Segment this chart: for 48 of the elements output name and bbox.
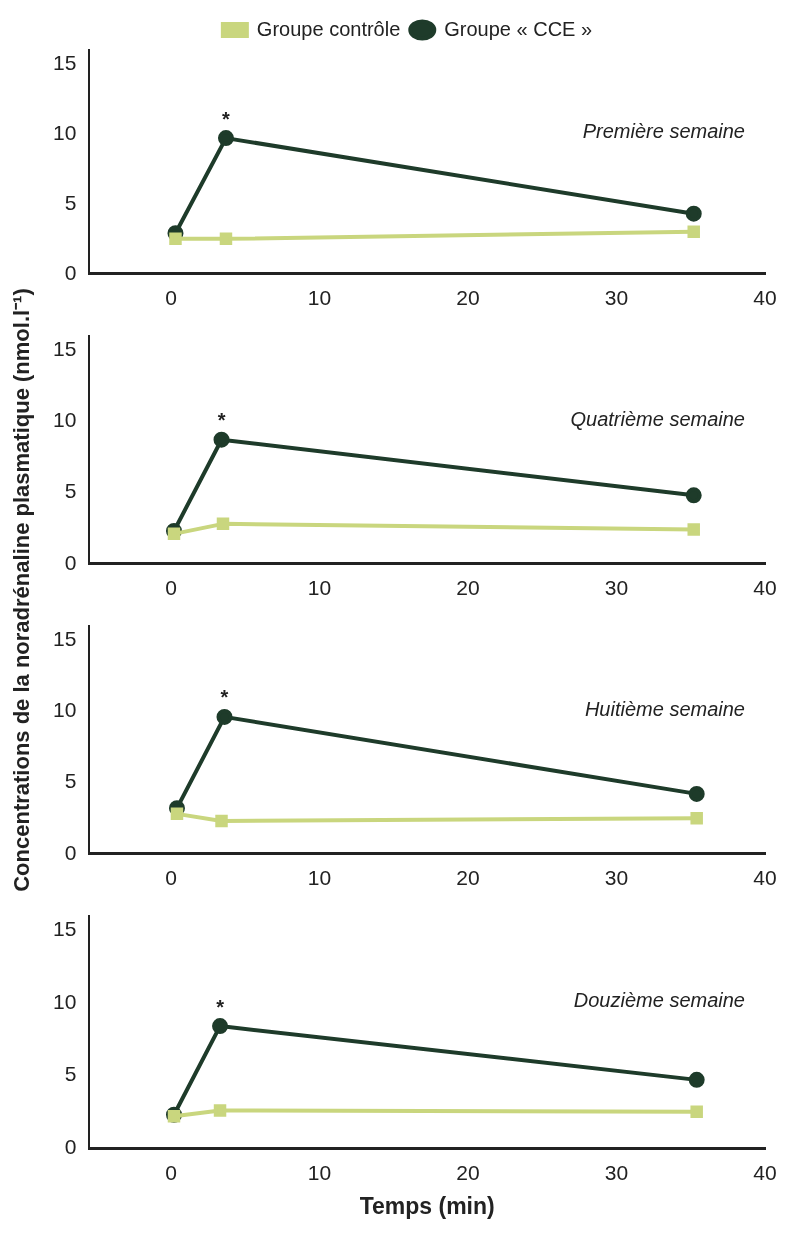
x-tick-label: 40: [753, 866, 777, 890]
x-tick-label: 30: [604, 866, 629, 890]
y-tick-label: 15: [53, 626, 77, 650]
annotation: *: [217, 409, 226, 432]
annotation: *: [216, 995, 225, 1018]
x-tick-label: 30: [604, 1160, 629, 1184]
y-tick-label: 15: [53, 916, 77, 940]
x-tick-label: 30: [604, 286, 629, 310]
annotation: Quatrième semaine: [570, 407, 745, 430]
y-tick-label: 10: [53, 120, 77, 144]
y-tick-label: 10: [53, 989, 77, 1013]
x-tick-label: 20: [456, 576, 480, 600]
y-tick-label: 0: [64, 1135, 77, 1158]
legend-label: Groupe contrôle: [256, 17, 401, 40]
x-axis-title: Temps (min): [359, 1192, 495, 1219]
annotation: Première semaine: [582, 120, 745, 143]
y-tick-label: 5: [64, 769, 77, 793]
annotation: *: [222, 107, 231, 130]
y-tick-label: 15: [53, 50, 77, 74]
annotation: *: [220, 686, 229, 709]
x-tick-label: 40: [753, 1160, 777, 1184]
x-tick-label: 0: [165, 866, 177, 890]
legend-label: Groupe « CCE »: [444, 17, 593, 40]
x-tick-label: 40: [753, 286, 777, 310]
x-tick-label: 40: [753, 576, 777, 600]
y-axis-title: Concentrations de la noradrénaline plasmatique (nmol.l⁻¹): [8, 288, 35, 892]
annotation: Huitième semaine: [584, 697, 745, 720]
x-tick-label: 20: [456, 286, 480, 310]
x-tick-label: 10: [307, 866, 332, 890]
x-tick-label: 20: [456, 866, 480, 890]
y-tick-label: 10: [53, 407, 77, 431]
x-tick-label: 0: [165, 286, 177, 310]
y-tick-label: 5: [64, 479, 77, 503]
y-tick-label: 5: [64, 1062, 77, 1086]
x-tick-label: 0: [165, 1160, 177, 1184]
x-tick-label: 20: [456, 1160, 480, 1184]
y-tick-label: 0: [64, 840, 77, 864]
y-tick-label: 5: [64, 190, 77, 214]
annotation: Douzième semaine: [573, 989, 745, 1012]
y-tick-label: 0: [64, 550, 77, 574]
y-tick-label: 0: [64, 260, 77, 284]
x-tick-label: 10: [307, 286, 332, 310]
x-tick-label: 30: [604, 576, 629, 600]
x-tick-label: 10: [307, 576, 332, 600]
y-tick-label: 10: [53, 697, 77, 721]
x-tick-label: 10: [307, 1160, 332, 1184]
x-tick-label: 0: [165, 576, 177, 600]
y-tick-label: 15: [53, 336, 77, 360]
